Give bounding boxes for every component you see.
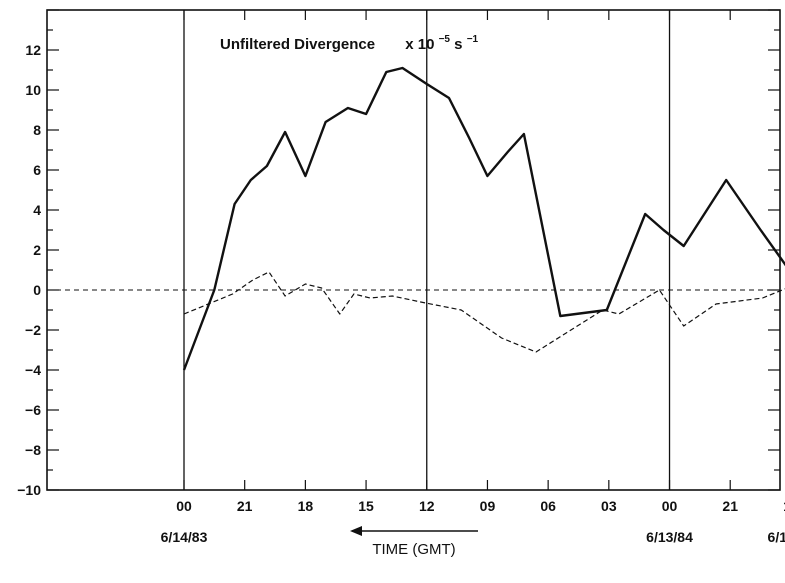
- x-tick-label: 00: [176, 498, 192, 514]
- y-tick-label: −2: [25, 322, 41, 338]
- y-tick-label: −10: [17, 482, 41, 498]
- y-tick-label: 12: [25, 42, 41, 58]
- y-tick-label: 4: [33, 202, 41, 218]
- x-tick-label: 06: [540, 498, 556, 514]
- title-main: Unfiltered Divergence: [220, 36, 375, 53]
- data-series: [182, 66, 785, 371]
- time-direction-arrow: [350, 526, 478, 536]
- y-tick-label: −4: [25, 362, 41, 378]
- y-tick-label: 8: [33, 122, 41, 138]
- title-unit-seconds: s: [454, 36, 462, 53]
- date-label: 6/12/83: [768, 529, 785, 545]
- x-tick-label: 21: [722, 498, 738, 514]
- x-tick-label: 03: [601, 498, 617, 514]
- y-tick-label: 0: [33, 282, 41, 298]
- x-tick-label: 09: [480, 498, 496, 514]
- dashed-series-line: [183, 271, 785, 353]
- date-label: 6/14/83: [161, 529, 208, 545]
- x-tick-label: 12: [419, 498, 435, 514]
- solid-series-line: [182, 66, 785, 371]
- x-tick-label: 21: [237, 498, 253, 514]
- title-unit-seconds-exponent: −1: [467, 34, 479, 45]
- x-tick-label: 18: [298, 498, 314, 514]
- y-tick-label: −6: [25, 402, 41, 418]
- x-tick-label: 00: [662, 498, 678, 514]
- x-tick-label: 18: [783, 498, 785, 514]
- x-axis-ticks: 00 21 18 15 12 09 06 03 00 21 18 6/14/83 6/13/84 6/12…: [161, 10, 785, 545]
- y-tick-label: −8: [25, 442, 41, 458]
- date-label: 6/13/84: [646, 529, 693, 545]
- y-tick-label: 2: [33, 242, 41, 258]
- y-tick-label: 10: [25, 82, 41, 98]
- x-tick-label: 15: [358, 498, 374, 514]
- x-axis-label: TIME (GMT): [372, 541, 455, 558]
- y-tick-label: 6: [33, 162, 41, 178]
- title-unit-prefix: x 10: [405, 36, 434, 53]
- chart-title: Unfiltered Divergence x 10 −5 s −1: [220, 29, 479, 53]
- y-axis-ticks: −10 −8 −6 −4 −2 0 2 4 6 8 10 12: [17, 9, 780, 498]
- vertical-reference-lines: [183, 10, 671, 490]
- title-unit-exponent: −5: [439, 34, 451, 45]
